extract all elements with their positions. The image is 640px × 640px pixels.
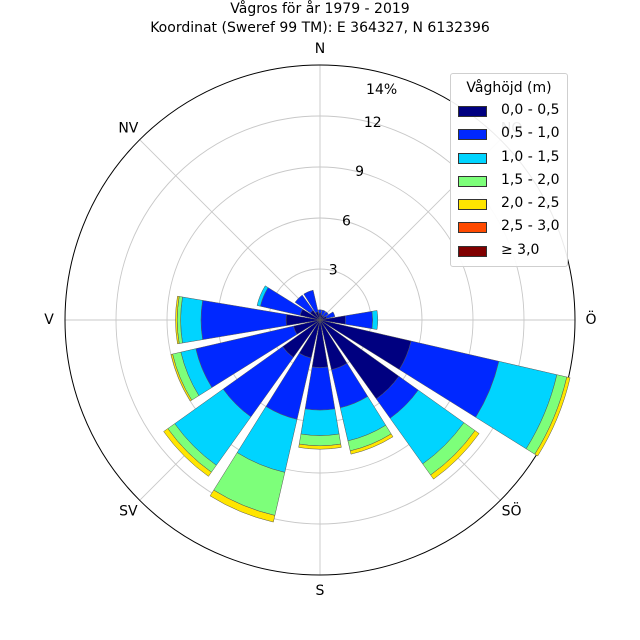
legend-swatch — [458, 199, 487, 211]
rose-bar-segment — [349, 433, 394, 455]
rose-bar-segment — [304, 366, 336, 411]
rose-bar-segment — [170, 353, 193, 402]
legend-swatch — [458, 175, 487, 187]
rose-bar-segment — [430, 430, 480, 480]
direction-label: NV — [118, 120, 138, 136]
rose-bar-segment — [303, 289, 319, 314]
rose-bar-segment — [344, 311, 373, 329]
legend-item: 1,0 - 1,5 — [451, 149, 567, 172]
direction-label: S — [316, 583, 325, 599]
direction-label: SV — [119, 504, 138, 520]
legend-title: Våghöjd (m) — [466, 80, 552, 96]
legend-swatch — [458, 245, 487, 257]
legend-item: 2,0 - 2,5 — [451, 195, 567, 218]
legend-label: 0,5 - 1,0 — [501, 125, 560, 142]
rose-bar-segment — [298, 443, 342, 450]
legend-item: 0,0 - 0,5 — [451, 102, 567, 125]
outer-ring — [64, 64, 576, 576]
rose-bar-segment — [318, 309, 322, 314]
chart-title-line2: Koordinat (Sweref 99 TM): E 364327, N 61… — [150, 20, 490, 36]
rose-bar-segment — [298, 433, 342, 446]
rose-bar-segment — [175, 295, 180, 345]
rose-bar-segment — [180, 296, 203, 344]
rose-bar-segment — [322, 311, 329, 318]
rose-bar-segment — [325, 311, 336, 319]
legend-label: 2,0 - 2,5 — [501, 195, 560, 212]
legend-item: 2,5 - 3,0 — [451, 218, 567, 241]
radial-tick-label: 12 — [364, 115, 382, 131]
chart-title-line1: Vågros för år 1979 - 2019 — [230, 1, 410, 17]
rose-bar-segment — [163, 428, 212, 477]
direction-label: Ö — [585, 310, 596, 328]
legend-label: 2,5 - 3,0 — [501, 218, 560, 235]
rose-bar-segment — [294, 294, 314, 314]
radial-tick-label: 14% — [366, 82, 397, 98]
legend-item: 1,5 - 2,0 — [451, 172, 567, 195]
direction-label: SÖ — [502, 502, 522, 520]
legend-item: 0,5 - 1,0 — [451, 125, 567, 148]
radial-tick-label: 6 — [342, 213, 351, 229]
direction-label: N — [315, 41, 325, 57]
rose-bar-segment — [209, 489, 276, 523]
legend-label: 0,0 - 0,5 — [501, 102, 560, 118]
angular-gridline — [139, 139, 321, 321]
rose-bars — [163, 285, 571, 523]
legend-swatch — [458, 129, 487, 141]
legend-swatch — [458, 222, 487, 234]
rose-bar-segment — [320, 309, 326, 317]
direction-label: V — [44, 312, 54, 328]
rose-bar-segment — [300, 408, 340, 436]
radial-tick-label: 3 — [329, 263, 338, 279]
legend-item: ≥ 3,0 — [451, 242, 567, 265]
legend-swatch — [458, 106, 487, 117]
chart-title: Vågros för år 1979 - 2019 Koordinat (Swe… — [0, 0, 640, 38]
legend-swatch — [458, 152, 487, 164]
rose-bar-segment — [534, 376, 571, 457]
rose-bar-segment — [371, 310, 379, 330]
legend-items: 0,0 - 0,5 0,5 - 1,0 1,0 - 1,5 1,5 - 2,0 2,0 … — [451, 102, 567, 265]
radial-tick-label: 9 — [355, 164, 364, 180]
legend-label: ≥ 3,0 — [501, 241, 540, 258]
legend: Våghöjd (m) 0,0 - 0,5 0,5 - 1,0 1,0 - 1,5 1… — [450, 73, 568, 267]
rose-bar-segment — [256, 285, 269, 307]
legend-label: 1,5 - 2,0 — [501, 171, 560, 188]
legend-label: 1,0 - 1,5 — [501, 148, 560, 165]
